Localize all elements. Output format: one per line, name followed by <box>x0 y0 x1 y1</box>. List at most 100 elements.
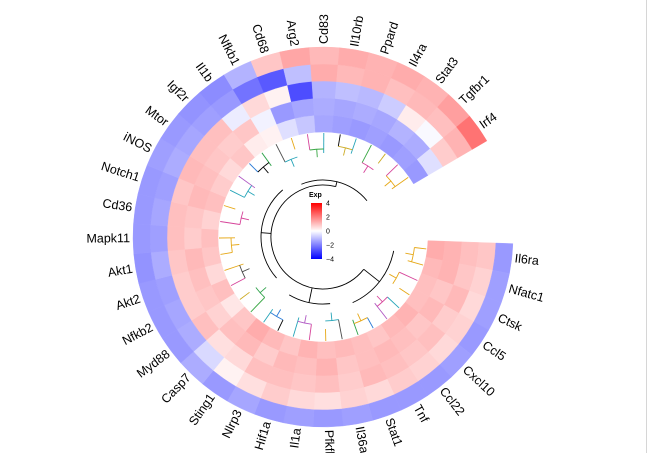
heatmap-cell <box>442 241 463 264</box>
dendrogram-link <box>357 313 362 321</box>
dendrogram-link <box>353 317 368 325</box>
heatmap-cell <box>456 115 488 150</box>
dendrogram-link <box>284 156 298 163</box>
heatmap-cell <box>166 225 185 252</box>
gene-label: Cd36 <box>102 196 134 214</box>
heatmap-cell <box>311 80 337 99</box>
dendrogram-link <box>249 163 259 173</box>
gene-label: Myd88 <box>134 347 172 381</box>
dendrogram-link <box>220 251 233 255</box>
dendrogram-link <box>290 159 295 167</box>
gene-label: Igf2r <box>164 77 192 105</box>
heatmap-cell <box>475 242 497 271</box>
dendrogram-link <box>414 247 427 250</box>
gene-label: Pfkfb1 <box>322 430 337 453</box>
dendrogram-link <box>405 252 414 256</box>
color-legend: Exp 4 2 0 −2 −4 <box>309 192 334 264</box>
gene-label: Ccl22 <box>437 384 468 418</box>
heatmap-cell <box>291 98 315 119</box>
gene-label: Stat3 <box>433 55 462 87</box>
dendrogram-link <box>335 181 338 187</box>
gene-label: Cxcl10 <box>460 363 498 399</box>
legend-tick-label: −4 <box>326 257 334 264</box>
dendrogram-link <box>389 273 397 279</box>
gene-label: Il36a <box>353 425 372 453</box>
dendrogram-link <box>230 237 233 253</box>
dendrogram-link <box>367 317 374 329</box>
gene-label: Sting1 <box>186 391 218 428</box>
dendrogram-link <box>270 184 365 290</box>
dendrogram-link <box>261 152 272 167</box>
dendrogram-link <box>244 185 253 198</box>
heatmap-cell <box>316 341 337 360</box>
dendrogram-link <box>241 217 250 221</box>
gene-label: Akt1 <box>107 262 134 280</box>
legend-colorbar <box>311 203 322 259</box>
dendrogram-link <box>391 177 409 190</box>
dendrogram-link <box>242 268 250 273</box>
heatmap-cell <box>315 358 338 377</box>
gene-label: Ppard <box>377 20 401 56</box>
dendrogram-link <box>350 138 357 154</box>
dendrogram-link <box>387 296 400 309</box>
dendrogram <box>218 132 427 342</box>
dendrogram-link <box>220 221 240 225</box>
gene-label: Akt2 <box>114 292 142 313</box>
gene-label: Il1a <box>287 427 304 449</box>
dendrogram-link <box>306 134 311 151</box>
viewer-scroll-edge <box>646 0 647 453</box>
gene-label: iNOS <box>121 130 154 156</box>
dendrogram-link <box>399 271 418 281</box>
legend-ticks: 4 2 0 −2 −4 <box>322 201 334 264</box>
dendrogram-link <box>276 309 281 317</box>
dendrogram-link <box>275 143 286 163</box>
dendrogram-link <box>262 166 269 174</box>
gene-label: Nlrp3 <box>219 407 245 440</box>
dendrogram-link <box>230 277 246 286</box>
dendrogram-link <box>290 137 296 150</box>
gene-label: Ccl5 <box>480 338 509 364</box>
heatmap-cell <box>200 228 219 249</box>
dendrogram-link <box>385 164 399 177</box>
dendrogram-link <box>259 287 267 294</box>
dendrogram-link <box>277 319 284 331</box>
dendrogram-link <box>374 302 388 320</box>
dendrogram-link <box>261 232 272 234</box>
dendrogram-link <box>361 144 372 163</box>
gene-label: Mtor <box>143 103 171 129</box>
gene-label: Il6ra <box>514 251 540 268</box>
dendrogram-link <box>308 324 312 341</box>
dendrogram-link <box>407 260 424 266</box>
heatmap-cell <box>313 391 342 411</box>
gene-label: Tgfbr1 <box>456 72 492 107</box>
heatmap-cell <box>459 241 480 268</box>
dendrogram-link <box>231 244 240 246</box>
dendrogram-link <box>260 189 284 279</box>
gene-label: Nfkb1 <box>215 32 242 67</box>
gene-label: Il4ra <box>406 41 430 69</box>
gene-label: Cd83 <box>317 14 331 44</box>
dendrogram-link <box>224 263 244 271</box>
dendrogram-link <box>377 153 386 164</box>
heatmap-cells <box>132 46 514 428</box>
gene-label: Il10rb <box>347 15 366 48</box>
heatmap-cell <box>310 63 339 82</box>
dendrogram-link <box>270 312 284 321</box>
gene-label: Casp7 <box>158 371 193 407</box>
dendrogram-link <box>376 295 383 303</box>
gene-label: Tnf <box>411 402 432 425</box>
heatmap-cell <box>309 46 340 65</box>
gene-label: Arg2 <box>284 19 302 47</box>
dendrogram-link <box>363 268 380 283</box>
dendrogram-link <box>352 319 359 336</box>
heatmap-cell <box>312 408 344 428</box>
heatmap-cell <box>290 372 316 393</box>
dendrogram-link <box>343 147 346 156</box>
legend-tick-label: 4 <box>326 201 330 208</box>
heatmap-cell <box>184 205 205 229</box>
heatmap-cell <box>293 356 317 377</box>
gene-label: Nfkb2 <box>120 320 155 348</box>
gene-label: Il1b <box>193 60 216 85</box>
dendrogram-link <box>316 149 318 158</box>
